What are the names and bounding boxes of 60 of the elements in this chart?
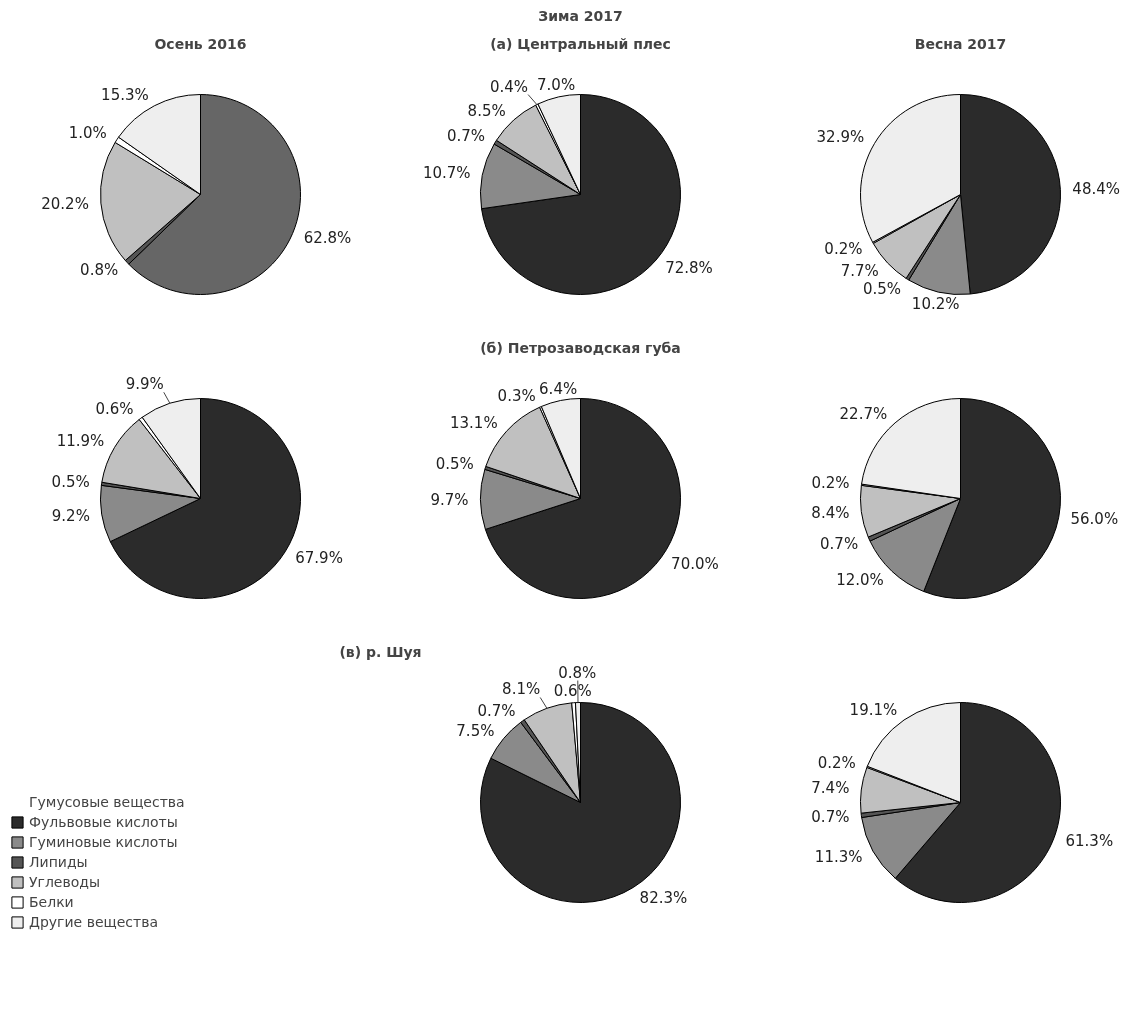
legend-label: Углеводы — [29, 874, 100, 890]
legend-label: Липиды — [29, 854, 88, 870]
data-label: 70.0% — [671, 555, 719, 574]
data-label: 10.2% — [911, 294, 960, 313]
data-label: 0.8% — [558, 663, 597, 682]
chart-title: Весна 2017 — [914, 35, 1007, 52]
chart-title: Осень 2016 — [154, 35, 247, 52]
data-label: 0.7% — [477, 702, 516, 721]
data-label: 1.0% — [68, 124, 107, 143]
data-label: 0.6% — [95, 399, 134, 418]
data-label: 19.1% — [849, 701, 898, 720]
data-label: 0.2% — [817, 753, 856, 772]
data-label: 0.8% — [80, 261, 119, 280]
data-label: 61.3% — [1065, 832, 1114, 851]
data-label: 7.0% — [537, 76, 576, 95]
data-label: 0.5% — [862, 280, 902, 299]
data-label: 7.7% — [840, 262, 879, 281]
data-label: 0.7% — [811, 807, 850, 826]
data-label: 0.2% — [824, 239, 863, 258]
data-label: 0.7% — [446, 126, 486, 145]
data-label: 15.3% — [101, 86, 149, 105]
data-label: 8.1% — [502, 680, 541, 699]
data-label: 48.4% — [1072, 180, 1121, 199]
data-label: 62.8% — [303, 229, 352, 248]
category-label: Гумусовые вещества — [29, 794, 185, 810]
legend-label: Другие вещества — [29, 914, 158, 930]
data-label: 0.2% — [811, 474, 850, 493]
data-label: 8.4% — [811, 504, 850, 523]
legend-label: Фульвовые кислоты — [29, 814, 178, 830]
data-label: 9.2% — [51, 507, 90, 526]
data-label: 8.5% — [467, 102, 506, 121]
data-label: 20.2% — [41, 195, 89, 214]
data-label: 0.6% — [553, 681, 592, 700]
data-label: 67.9% — [295, 549, 343, 568]
data-label: 0.7% — [820, 534, 859, 553]
legend-label: Белки — [29, 894, 74, 910]
data-label: 0.5% — [435, 455, 474, 474]
data-label: 11.9% — [56, 432, 105, 451]
data-label: 22.7% — [839, 404, 888, 423]
data-label: 9.9% — [125, 375, 164, 394]
data-label: 0.3% — [497, 386, 536, 405]
data-label: 6.4% — [539, 379, 578, 398]
data-label: 0.4% — [489, 77, 529, 96]
data-label: 72.8% — [665, 258, 713, 277]
data-label: 9.7% — [430, 490, 469, 509]
data-label: 0.5% — [51, 473, 90, 492]
data-label: 10.7% — [422, 164, 471, 183]
chart-title: Зима 2017 — [538, 7, 623, 24]
chart-subtitle: (а) Центральный плес — [490, 35, 671, 52]
data-label: 7.4% — [811, 779, 850, 798]
chart-subtitle: (в) р. Шуя — [339, 643, 422, 660]
data-label: 13.1% — [450, 414, 498, 433]
data-label: 12.0% — [836, 571, 884, 590]
data-label: 7.5% — [456, 721, 495, 740]
data-label: 11.3% — [814, 847, 863, 866]
data-label: 56.0% — [1070, 510, 1119, 529]
chart-subtitle: (б) Петрозаводская губа — [480, 339, 681, 356]
legend-label: Гуминовые кислоты — [29, 834, 178, 850]
data-label: 32.9% — [816, 128, 865, 147]
data-label: 82.3% — [639, 888, 688, 907]
